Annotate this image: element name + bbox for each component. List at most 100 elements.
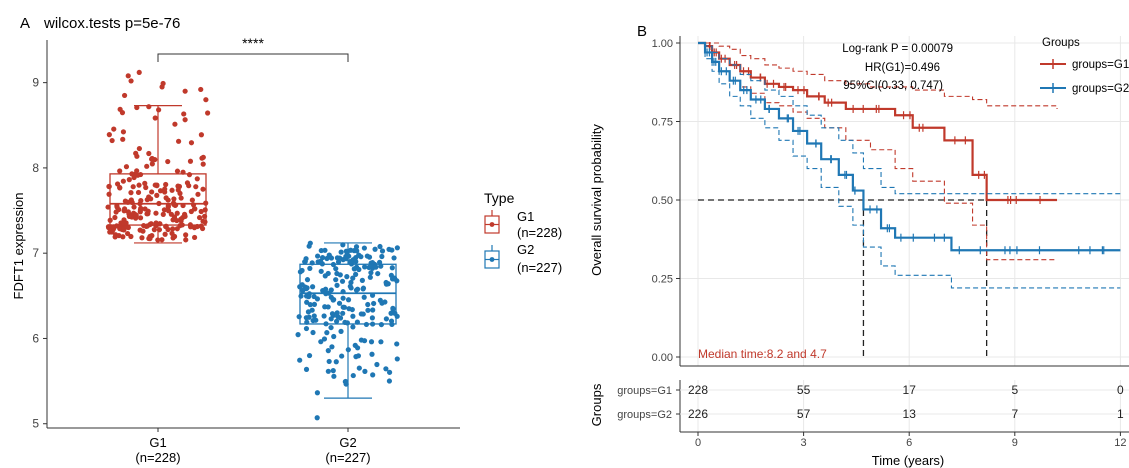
panel-a-jitter-point [159, 237, 165, 243]
panel-b-xtick-label: 9 [1012, 437, 1018, 449]
panel-a-jitter-point [348, 279, 354, 286]
panel-a-jitter-point [117, 106, 123, 112]
panel-a-jitter-point [152, 182, 158, 188]
panel-a-jitter-point [352, 342, 358, 348]
panel-a-jitter-point [321, 313, 327, 319]
groups-legend-key-g1 [1040, 59, 1066, 69]
panel-a-jitter-point [347, 283, 353, 289]
km-ci-upper-g1 [698, 42, 1058, 109]
panel-a-jitter-point [337, 272, 343, 278]
panel-a-jitter-point [334, 310, 340, 316]
panel-a-jitter-point [354, 286, 361, 292]
panel-a-jitter-point [205, 110, 211, 116]
type-legend-g1-n: (n=228) [517, 225, 562, 240]
panel-a-jitter-point [162, 189, 168, 195]
panel-a-jitter-point [137, 207, 144, 213]
km-curve-g2 [698, 41, 1121, 252]
panel-a-jitter-point [188, 140, 195, 146]
panel-a-jitter-point [299, 267, 305, 274]
type-legend-title: Type [484, 190, 515, 206]
panel-a-jitter-point [368, 339, 375, 345]
panel-a-jitter-point [120, 178, 126, 184]
panel-a-jitter-point [324, 255, 330, 262]
panel-a-jitter-point [328, 316, 334, 322]
panel-a-jitter-point [149, 155, 155, 162]
panel-a-xtick-label: G2 [339, 435, 356, 450]
panel-a-jitter-point [136, 145, 142, 152]
risk-table-cells: groups=G1 228 55 17 5 0 groups=G2 226 57 13 7 1 0 3 6 9… [617, 380, 1129, 449]
panel-b: B 0.00 0.25 0.50 0.75 1.00 Overall survival … [589, 23, 1129, 468]
panel-a-jitter-point [175, 138, 182, 144]
panel-a: A wilcox.tests p=5e-76 **** 56789G1(n=22… [11, 15, 562, 465]
panel-a-jitter-point [321, 336, 328, 342]
panel-a-jitter-point [175, 187, 181, 193]
panel-a-jitter-point [364, 253, 370, 259]
panel-a-jitter-point [365, 301, 371, 308]
type-legend-g2-n: (n=227) [517, 260, 562, 275]
panel-a-ytick-label: 6 [32, 331, 39, 345]
panel-a-jitter-point [174, 168, 181, 174]
panel-a-jitter-point [394, 356, 400, 362]
panel-a-jitter-point [174, 210, 180, 216]
panel-a-jitter-point [306, 314, 312, 320]
panel-a-jitter-point [370, 307, 376, 313]
panel-a-jitter-point [114, 181, 121, 187]
panel-a-jitter-point [200, 161, 206, 167]
panel-a-jitter-point [324, 329, 330, 336]
panel-a-jitter-point [200, 186, 206, 192]
panel-a-jitter-point [143, 184, 149, 191]
km-ci-upper-g2 [698, 42, 1121, 195]
panel-a-jitter-point [130, 184, 136, 190]
panel-a-label: A [20, 15, 30, 32]
panel-a-jitter-point [358, 311, 364, 317]
panel-a-jitter-point [194, 176, 200, 182]
panel-a-jitter-point [116, 232, 122, 239]
panel-a-jitter-point [388, 310, 394, 316]
panel-a-jitter-point [142, 180, 148, 186]
panel-b-ytick-label: 0.75 [652, 117, 673, 129]
panel-a-jitter-point [325, 270, 331, 277]
panel-a-jitter-point [128, 78, 134, 84]
panel-a-jitter-point [383, 316, 389, 322]
panel-a-jitter-point [296, 314, 302, 320]
panel-a-jitter-point [356, 252, 362, 258]
panel-a-jitter-point [156, 107, 162, 113]
panel-a-jitter-point [310, 284, 316, 290]
panel-a-jitter-point [314, 390, 321, 396]
panel-a-jitter-point [106, 191, 112, 197]
panel-a-jitter-point [372, 246, 378, 252]
panel-a-jitter-point [106, 132, 112, 138]
panel-a-jitter-point [369, 351, 375, 357]
panel-a-ytick-label: 8 [32, 161, 39, 175]
panel-a-jitter-point [329, 344, 335, 350]
panel-a-jitter-point [153, 210, 159, 216]
panel-a-jitter-point [131, 204, 137, 210]
panel-a-jitter-point [328, 324, 334, 331]
panel-a-jitter-point [379, 253, 385, 260]
panel-a-jitter-point [328, 255, 335, 261]
panel-a-jitter-point [188, 208, 194, 215]
panel-a-jitter-point [350, 313, 356, 319]
panel-a-jitter-point [170, 226, 176, 232]
groups-legend: Groups groups=G1 groups=G2 [1040, 37, 1129, 95]
panel-a-jitter-point [120, 234, 126, 240]
panel-a-jitter-point [121, 206, 128, 212]
panel-a-jitter-point [339, 353, 345, 359]
panel-a-plot-area: 5 6 7 8 9 G1(n=228) G2(n=227) [32, 40, 460, 465]
panel-a-jitter-point [126, 177, 132, 183]
median-time-text: Median time:8.2 and 4.7 [698, 347, 827, 361]
panel-a-jitter-point [154, 192, 160, 198]
panel-a-jitter-point [340, 304, 346, 310]
panel-a-jitter-point [333, 266, 339, 272]
panel-a-jitter-point [318, 268, 324, 274]
panel-a-jitter-point [331, 333, 337, 340]
hazard-ratio-text: HR(G1)=0.496 [865, 62, 940, 74]
panel-a-jitter-point [362, 264, 368, 270]
type-legend-key-g2 [484, 245, 500, 269]
panel-a-jitter-point [337, 255, 343, 261]
panel-a-jitter-point [310, 317, 316, 324]
panel-a-jitter-point [333, 277, 339, 283]
panel-a-jitter-point [117, 168, 123, 174]
panel-a-jitter-point [386, 378, 393, 384]
